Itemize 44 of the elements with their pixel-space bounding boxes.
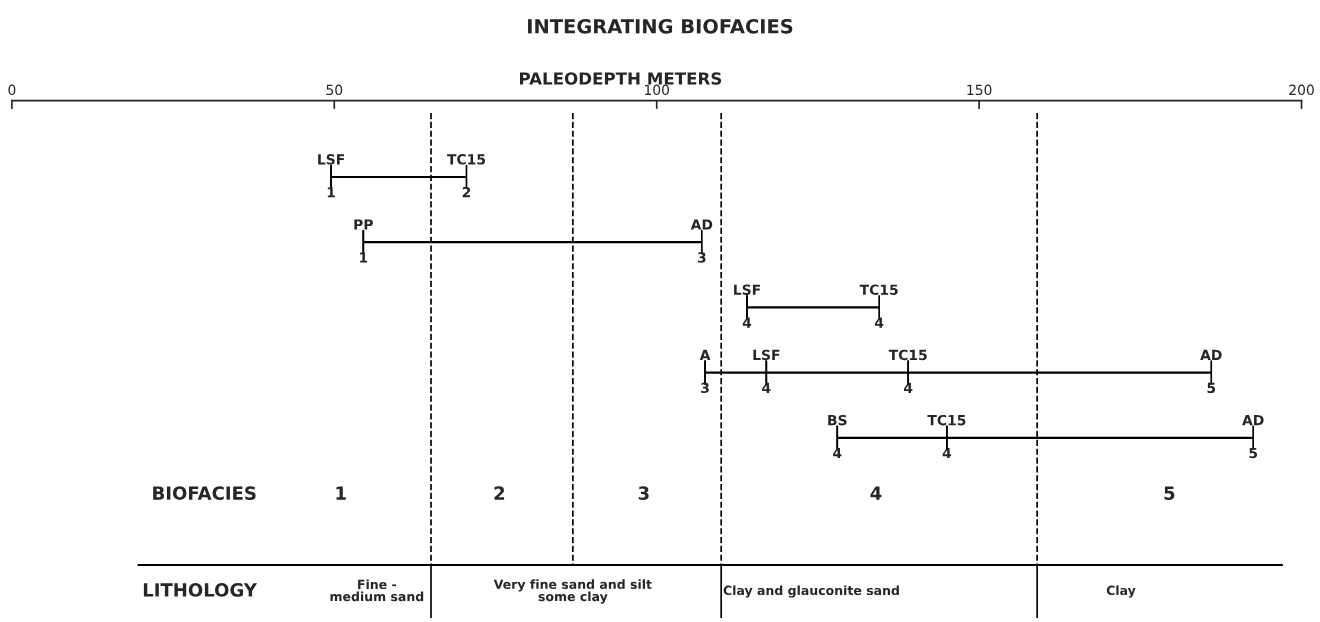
annotation: 2 <box>462 186 471 198</box>
x-tick-label: 200 <box>1289 84 1314 96</box>
annotation: 2 <box>494 486 505 500</box>
annotation: LSF <box>753 349 780 361</box>
annotation: PP <box>354 219 373 230</box>
text: Fine - medium sand <box>330 579 424 602</box>
annotation: 4 <box>833 447 842 459</box>
text: Clay <box>1106 585 1136 598</box>
annotation: 4 <box>903 382 913 393</box>
annotation: 4 <box>762 382 771 393</box>
annotation: 5 <box>1207 382 1216 394</box>
annotation: 5 <box>1164 486 1175 500</box>
annotation: 4 <box>942 447 952 459</box>
annotation: AD <box>1242 415 1264 426</box>
annotation: 1 <box>327 187 335 198</box>
annotation: 3 <box>697 252 706 263</box>
text: Very fine sand and silt some clay <box>493 579 652 604</box>
annotation: 1 <box>336 486 346 500</box>
annotation: 4 <box>874 317 884 328</box>
x-axis-title: PALEODEPTH METERS <box>519 72 722 85</box>
annotation: 5 <box>1249 447 1258 459</box>
x-tick-label: 50 <box>326 84 343 96</box>
x-tick-label: 100 <box>644 84 670 96</box>
x-tick-label: 0 <box>8 84 16 96</box>
annotation: BS <box>828 414 847 426</box>
chart-title: INTEGRATING BIOFACIES <box>528 18 793 34</box>
annotation: TC15 <box>447 154 485 165</box>
annotation: 4 <box>742 317 752 328</box>
x-tick-label: 150 <box>967 84 992 96</box>
annotation: TC15 <box>888 349 927 361</box>
annotation: AD <box>1200 349 1222 360</box>
annotation: TC15 <box>859 284 898 295</box>
annotation: 4 <box>870 486 882 500</box>
annotation: 1 <box>360 252 368 263</box>
annotation: LSF <box>318 154 345 165</box>
annotation: LSF <box>734 284 760 295</box>
text: Clay and glauconite sand <box>723 585 899 598</box>
annotation: 3 <box>701 382 709 394</box>
annotation: AD <box>690 219 713 230</box>
annotation: TC15 <box>927 414 966 426</box>
text: LITHOLOGY <box>143 583 258 597</box>
annotation: A <box>699 349 711 360</box>
annotation: BIOFACIES <box>153 486 256 500</box>
annotation: 3 <box>638 486 649 500</box>
